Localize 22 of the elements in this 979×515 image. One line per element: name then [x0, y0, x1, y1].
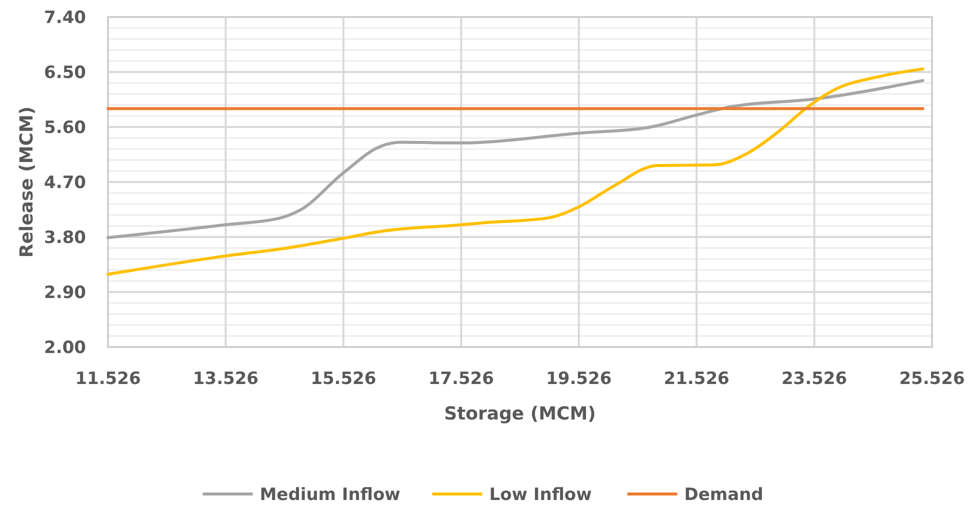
x-tick-label: 21.526: [664, 368, 730, 389]
x-tick-label: 13.526: [192, 368, 259, 389]
x-tick-label: 17.526: [428, 368, 494, 389]
y-tick-label: 5.60: [44, 118, 86, 138]
x-tick-label: 23.526: [781, 368, 848, 389]
y-tick-label: 4.70: [44, 172, 86, 193]
y-tick-label: 6.50: [44, 62, 86, 83]
legend-label: Demand: [684, 484, 764, 505]
y-tick-label: 2.90: [44, 282, 86, 303]
line-series: [106, 79, 924, 240]
y-tick-label: 3.80: [44, 228, 86, 248]
y-axis-title: Release (MCM): [16, 106, 38, 258]
y-tick-label: 2.00: [44, 338, 86, 358]
legend-label: Low Inflow: [489, 484, 592, 505]
legend-label: Medium Inflow: [260, 484, 401, 505]
x-axis-title: Storage (MCM): [444, 403, 596, 424]
y-tick-label: 7.40: [44, 8, 86, 28]
x-tick-label: 19.526: [546, 368, 612, 389]
x-tick-label: 15.526: [310, 368, 376, 389]
x-tick-label: 25.526: [899, 368, 965, 389]
x-tick-label: 11.526: [75, 368, 141, 389]
line-series: [106, 67, 924, 276]
